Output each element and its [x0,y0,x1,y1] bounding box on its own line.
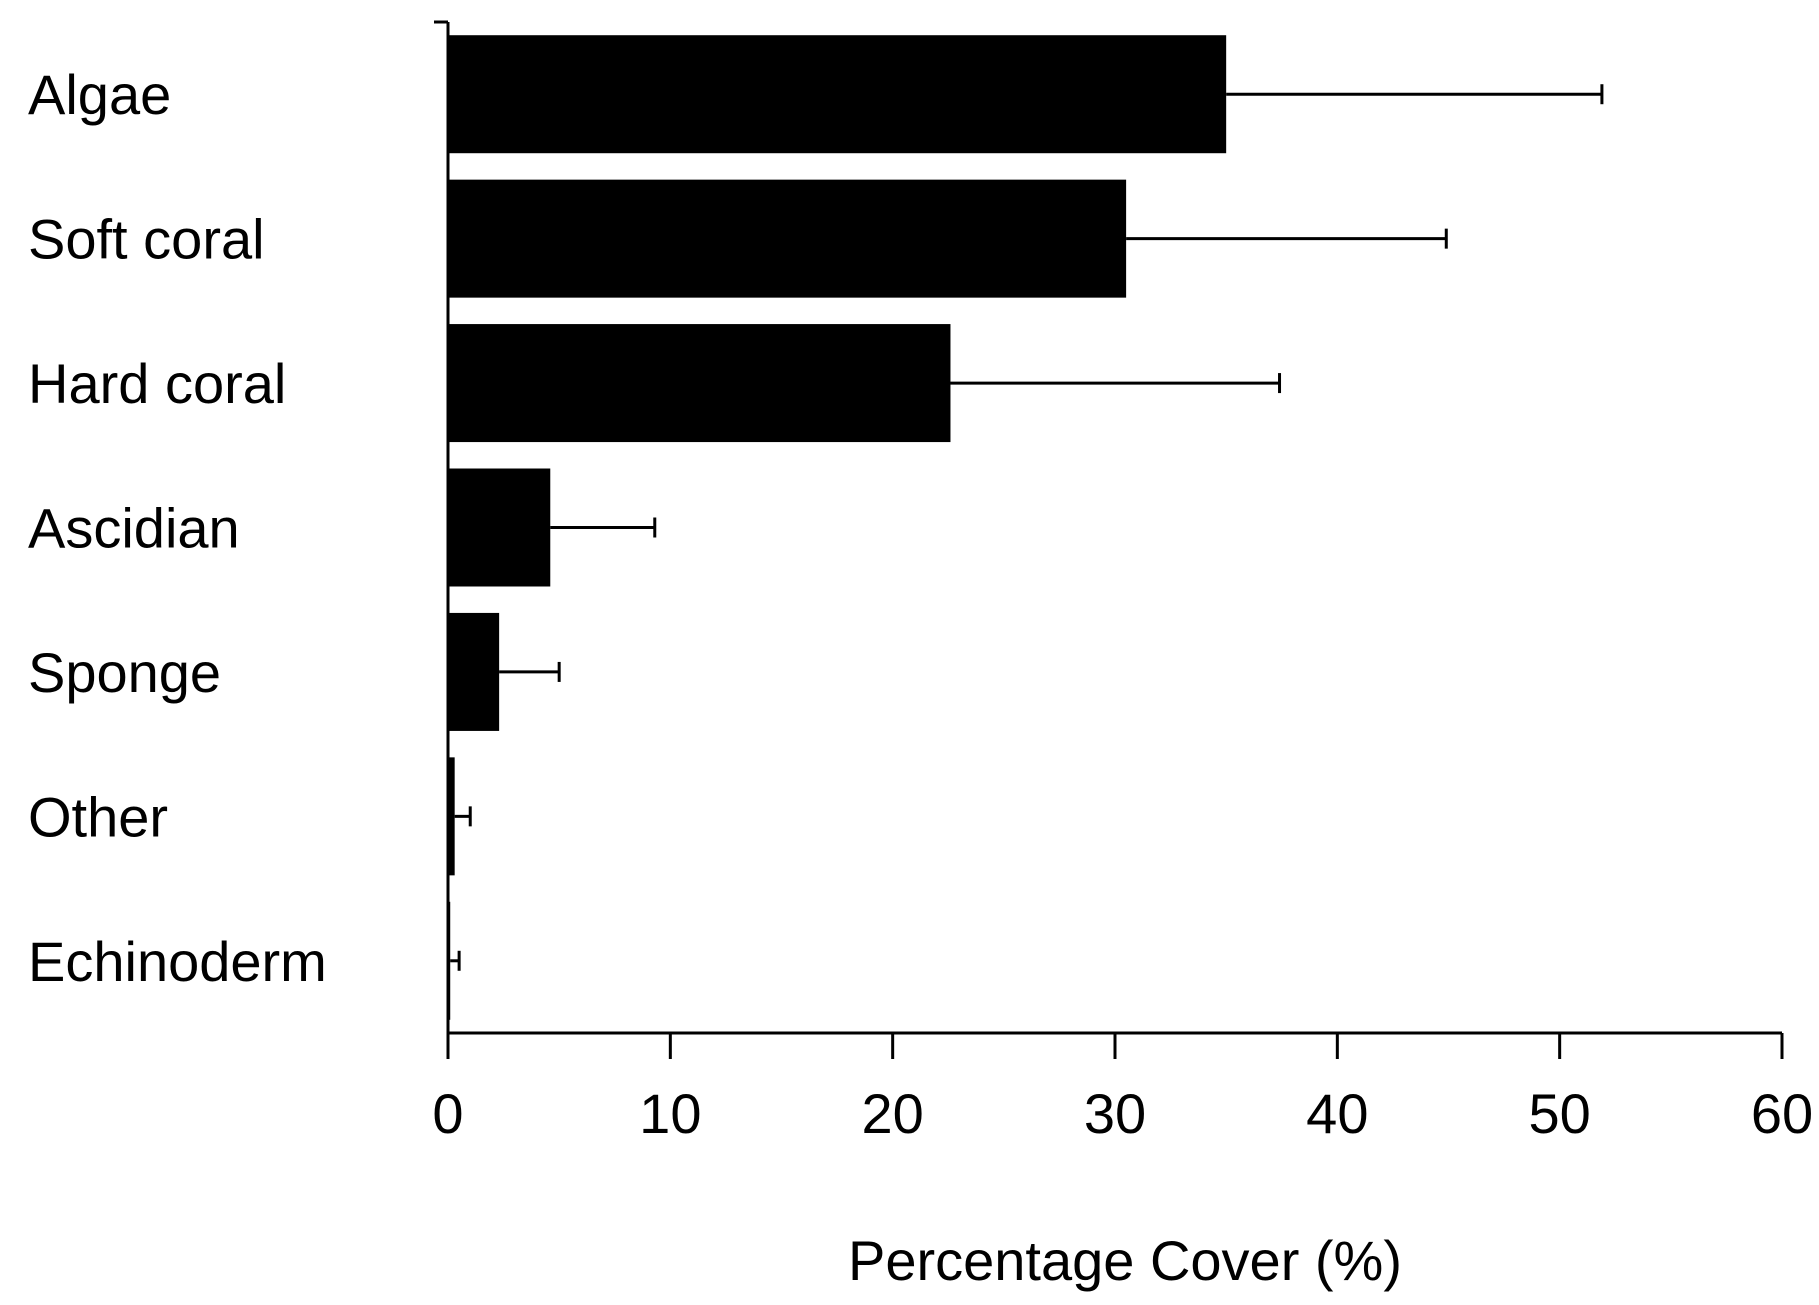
error-bar-algae [1226,84,1604,105]
category-label-soft-coral: Soft coral [28,208,265,271]
category-label-other: Other [28,785,168,848]
bar-ascidian [448,468,551,587]
bar-hard-coral [448,324,951,443]
bar-soft-coral [448,179,1127,298]
category-label-hard-coral: Hard coral [28,352,286,415]
error-bar-other [454,806,472,827]
category-label-algae: Algae [28,63,171,126]
x-tick-label-20: 20 [862,1082,924,1145]
error-bar-soft-coral [1126,228,1448,249]
x-tick-label-60: 60 [1751,1082,1813,1145]
x-tick-label-50: 50 [1529,1082,1591,1145]
error-bar-sponge [499,661,561,682]
error-bar-ascidian [550,517,657,538]
bar-sponge [448,612,500,731]
category-label-sponge: Sponge [28,641,221,704]
error-bars-layer [450,84,1604,971]
bar-other [448,757,455,876]
category-label-ascidian: Ascidian [28,497,240,560]
x-tick-label-0: 0 [432,1082,463,1145]
x-tick-label-10: 10 [639,1082,701,1145]
category-labels-layer: Algae Soft coral Hard coral Ascidian Sponge O… [28,63,327,993]
x-tick-label-30: 30 [1084,1082,1146,1145]
category-label-echinoderm: Echinoderm [28,930,327,993]
bars-layer [448,35,1227,1020]
error-bar-echinoderm [450,950,461,971]
x-tick-label-40: 40 [1306,1082,1368,1145]
bar-algae [448,35,1227,154]
tick-labels-layer: 0 10 20 30 40 50 60 [432,1082,1813,1145]
axes-layer [434,20,1784,1059]
error-bar-hard-coral [950,373,1282,394]
x-axis-title: Percentage Cover (%) [848,1229,1402,1292]
